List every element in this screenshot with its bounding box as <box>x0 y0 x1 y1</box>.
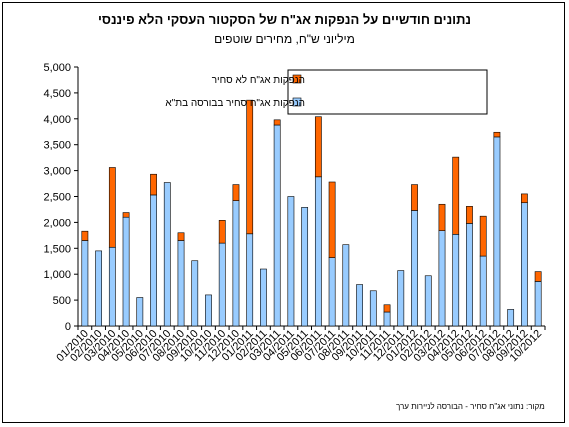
bar-segment-listed <box>534 281 542 327</box>
bar-segment-listed <box>424 275 432 327</box>
bar-segment-unlisted <box>246 99 254 235</box>
bar-segment-unlisted <box>108 167 116 248</box>
chart-title: נתונים חודשיים על הנפקות אג"ח של הסקטור … <box>97 12 472 27</box>
bar-segment-listed <box>246 233 254 327</box>
bar-segment-listed <box>81 240 89 327</box>
bar-segment-listed <box>397 270 405 327</box>
bar-segment-unlisted <box>328 181 336 258</box>
bar-segment-listed <box>301 207 309 327</box>
bar-segment-unlisted <box>314 116 322 178</box>
chart-subtitle: מיליוני ש"ח, מחירים שוטפים <box>214 32 355 46</box>
y-tick-label: 1,500 <box>43 243 71 255</box>
bar-segment-listed <box>314 176 322 327</box>
bar-segment-unlisted <box>218 220 226 244</box>
bar-segment-unlisted <box>122 212 130 218</box>
bar-segment-listed <box>260 268 267 327</box>
y-tick-label: 1,000 <box>43 269 71 281</box>
legend: הנפקות אג"ח לא סחיר הנפקות אג"ח סחיר בבו… <box>165 69 488 115</box>
bar-segment-listed <box>232 200 240 327</box>
bar-segment-unlisted <box>177 232 185 241</box>
bar-segment-listed <box>95 250 102 327</box>
bar-segment-unlisted <box>383 304 391 313</box>
bar-segment-unlisted <box>534 271 542 282</box>
y-tick-label: 5,000 <box>43 62 71 74</box>
bar-segment-listed <box>466 223 473 327</box>
y-tick-label: 2,000 <box>43 217 71 229</box>
bar-segment-listed <box>369 290 377 327</box>
bar-segment-listed <box>205 294 212 327</box>
legend-label-listed: הנפקות אג"ח סחיר בבורסה בת"א <box>165 98 305 109</box>
bar-segment-unlisted <box>452 156 460 235</box>
legend-box <box>287 69 488 115</box>
bar-segment-listed <box>163 182 171 327</box>
bar-segment-listed <box>136 297 144 327</box>
x-axis: 01/201002/201003/201004/201005/201006/20… <box>54 325 546 364</box>
bar-segment-listed <box>383 311 391 327</box>
legend-label-unlisted: הנפקות אג"ח לא סחיר <box>212 74 305 86</box>
bar-segment-listed <box>479 255 487 327</box>
bar-segment-unlisted <box>81 230 89 241</box>
bar-segment-listed <box>191 260 199 327</box>
bar-segment-listed <box>218 242 226 327</box>
legend-swatch-unlisted <box>292 74 302 84</box>
bar-segment-listed <box>452 234 460 327</box>
y-tick-label: 4,000 <box>43 114 71 126</box>
bar-segment-listed <box>108 246 116 327</box>
bar-segment-listed <box>521 202 528 327</box>
bar-segment-unlisted <box>150 173 157 196</box>
bar-segment-listed <box>411 210 418 327</box>
bar-segment-listed <box>328 257 336 327</box>
y-tick-label: 2,500 <box>43 192 71 204</box>
bar-segment-unlisted <box>466 206 473 224</box>
bar-segment-unlisted <box>438 203 446 231</box>
y-tick-label: 4,500 <box>43 88 71 100</box>
chart-frame <box>2 2 565 423</box>
bar-segment-listed <box>493 136 501 327</box>
bar-segment-listed <box>438 230 446 327</box>
y-tick-label: 0 <box>65 321 71 333</box>
y-tick-label: 3,500 <box>43 140 71 152</box>
bar-segment-unlisted <box>232 184 240 201</box>
legend-swatch-listed <box>292 97 302 107</box>
bar-segment-listed <box>177 240 185 327</box>
bar-segment-listed <box>342 244 350 327</box>
bar-segment-listed <box>356 284 363 327</box>
bar-segment-unlisted <box>411 184 418 211</box>
y-tick-label: 3,000 <box>43 166 71 178</box>
bar-segment-unlisted <box>273 119 281 126</box>
bar-segment-listed <box>122 216 130 327</box>
bar-segment-listed <box>507 309 515 327</box>
bar-segment-unlisted <box>493 131 501 138</box>
y-tick-label: 500 <box>53 295 71 307</box>
bar-segment-listed <box>273 124 281 327</box>
bar-segment-unlisted <box>521 193 528 204</box>
bar-segment-unlisted <box>479 215 487 257</box>
bar-segment-listed <box>287 196 295 327</box>
source-note: מקור: נתוני אג"ח סחיר - הבורסה לניירות ע… <box>396 402 545 411</box>
y-axis: 0 500 1,000 1,500 2,000 2,500 3,000 3,500 4,000 4… <box>43 62 79 333</box>
bars <box>81 99 542 327</box>
bar-segment-listed <box>150 194 157 327</box>
